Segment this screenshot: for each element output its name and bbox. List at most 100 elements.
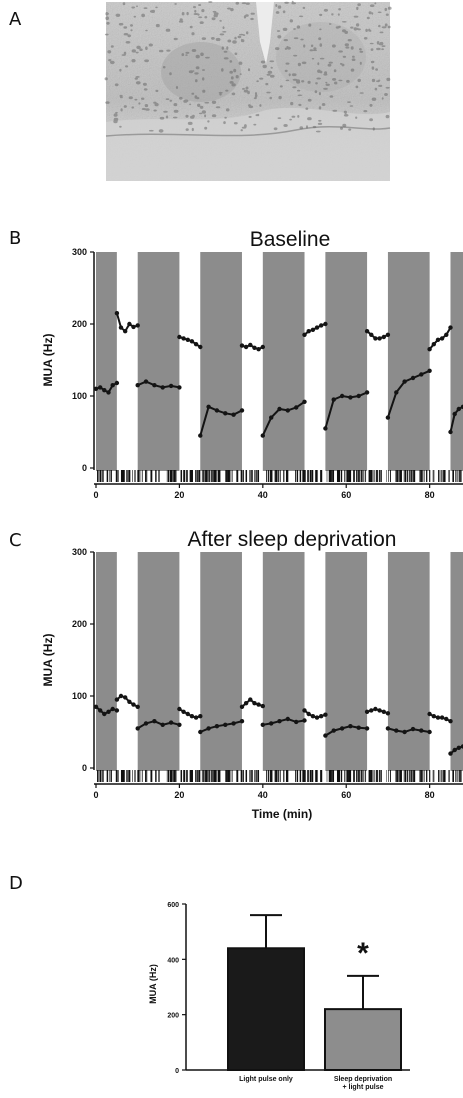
chart-c-point-4-4 <box>231 721 236 726</box>
chart-c-point-5-2 <box>248 697 253 702</box>
chart-c-point-5-4 <box>256 702 261 707</box>
chart-c-point-3-3 <box>189 714 195 719</box>
chart-c-dark-period-1 <box>137 552 180 771</box>
chart-c-point-10-2 <box>402 729 407 735</box>
chart-d-category-0-line-0: Light pulse only <box>239 1076 293 1083</box>
chart-b-xtick-20: 20 <box>174 490 184 500</box>
chart-d-ytick-200: 200 <box>167 1013 179 1020</box>
chart-b-point-8-0 <box>323 426 328 431</box>
chart-b-point-2-2 <box>152 383 157 388</box>
chart-d-bar-1 <box>324 1008 402 1071</box>
chart-b-point-3-2 <box>185 337 190 342</box>
chart-b-point-11-1 <box>431 342 436 347</box>
chart-d-ytick-0: 0 <box>175 1068 179 1075</box>
chart-c-point-2-4 <box>168 720 174 725</box>
chart-c-point-6-2 <box>277 719 282 724</box>
chart-b-point-10-5 <box>427 368 432 373</box>
chart-b-point-12-2 <box>456 406 461 412</box>
chart-b-point-9-5 <box>385 332 391 337</box>
chart-b-point-7-5 <box>323 321 328 327</box>
chart-c-point-0-3 <box>106 709 111 714</box>
chart-b-point-5-2 <box>248 342 253 348</box>
mua-bar-chart: MUA (Hz) * 0 200 400 600 Light pulse only Sle… <box>148 902 410 1091</box>
chart-c-point-12-1 <box>452 747 457 753</box>
chart-c-point-10-4 <box>419 728 424 733</box>
chart-c-point-9-4 <box>381 709 386 714</box>
chart-c-xtick-60: 60 <box>341 790 351 800</box>
sleep-deprivation-chart: After sleep deprivation MUA (Hz) Time (m… <box>41 528 463 821</box>
chart-c-point-11-1 <box>431 714 436 719</box>
chart-b-point-0-3 <box>106 390 111 395</box>
chart-b-point-1-1 <box>118 325 124 330</box>
chart-b-point-10-4 <box>419 372 424 377</box>
chart-c-point-0-4 <box>110 706 115 712</box>
chart-b-point-1-0 <box>114 311 120 316</box>
chart-b-point-3-3 <box>189 339 195 344</box>
chart-c-point-5-0 <box>239 704 245 709</box>
chart-c-point-8-1 <box>331 728 336 733</box>
chart-c-point-1-1 <box>118 693 124 699</box>
chart-c-point-6-0 <box>260 722 265 727</box>
chart-b-point-9-1 <box>369 332 374 337</box>
chart-b-point-11-2 <box>435 337 441 342</box>
chart-c-point-10-3 <box>410 726 416 732</box>
chart-c-point-7-1 <box>306 711 311 717</box>
chart-c-point-12-3 <box>460 744 463 749</box>
chart-c-point-6-3 <box>285 716 290 722</box>
chart-c-point-7-0 <box>302 708 307 713</box>
chart-b-point-12-0 <box>448 429 453 435</box>
chart-c-point-3-4 <box>193 715 199 720</box>
chart-d-ylabel: MUA (Hz) <box>148 964 158 1004</box>
chart-c-point-10-1 <box>394 728 399 733</box>
chart-b-point-11-3 <box>439 336 445 341</box>
chart-b-ytick-0: 0 <box>82 463 87 473</box>
chart-b-point-10-3 <box>410 375 416 381</box>
chart-b-xtick-60: 60 <box>341 490 351 500</box>
chart-c-point-6-1 <box>269 721 274 726</box>
chart-c-point-2-5 <box>177 722 182 727</box>
chart-c-point-1-4 <box>131 702 136 707</box>
chart-c-ytick-200: 200 <box>72 619 87 629</box>
chart-b-point-2-5 <box>177 385 182 390</box>
chart-c-point-11-4 <box>444 716 449 722</box>
chart-b-point-4-4 <box>231 412 236 417</box>
chart-c-xtick-80: 80 <box>425 790 435 800</box>
chart-b-ylabel: MUA (Hz) <box>41 334 55 387</box>
chart-b-point-7-4 <box>319 323 324 328</box>
chart-c-dark-period-0 <box>96 552 117 771</box>
chart-b-dark-period-6 <box>450 252 463 471</box>
chart-b-point-11-0 <box>427 347 432 352</box>
chart-c-point-0-5 <box>114 708 120 713</box>
chart-c-xlabel: Time (min) <box>252 807 312 821</box>
chart-c-ytick-100: 100 <box>72 691 87 701</box>
chart-b-point-3-0 <box>177 334 182 340</box>
chart-c-point-10-5 <box>427 729 432 735</box>
chart-c-point-1-2 <box>123 695 128 700</box>
chart-b-point-0-4 <box>110 383 115 388</box>
chart-b-point-7-1 <box>306 329 311 334</box>
chart-c-point-3-5 <box>198 714 203 719</box>
chart-b-point-1-5 <box>135 323 140 328</box>
chart-b-point-9-3 <box>377 336 382 341</box>
chart-b-point-2-4 <box>168 383 174 389</box>
chart-c-point-8-5 <box>364 726 370 731</box>
chart-b-point-2-0 <box>135 383 140 388</box>
chart-c-point-0-2 <box>102 711 107 717</box>
chart-b-point-8-4 <box>356 393 361 399</box>
chart-b-point-1-3 <box>127 321 132 327</box>
chart-b-point-0-5 <box>114 380 120 386</box>
chart-b-point-12-3 <box>460 404 463 409</box>
chart-c-dark-period-4 <box>325 552 368 771</box>
chart-b-dark-period-3 <box>262 252 305 471</box>
chart-c-point-10-0 <box>385 726 391 731</box>
chart-b-point-7-3 <box>314 325 320 330</box>
chart-c-point-6-5 <box>302 718 307 723</box>
chart-b-xtick-80: 80 <box>425 490 435 500</box>
chart-b-dark-period-1 <box>137 252 180 471</box>
chart-b-point-0-2 <box>102 388 107 393</box>
chart-c-point-3-0 <box>177 706 182 712</box>
chart-c-point-11-3 <box>439 715 445 720</box>
chart-b-point-5-0 <box>239 343 245 348</box>
chart-c-point-3-1 <box>181 709 186 714</box>
chart-b-ytick-100: 100 <box>72 391 87 401</box>
